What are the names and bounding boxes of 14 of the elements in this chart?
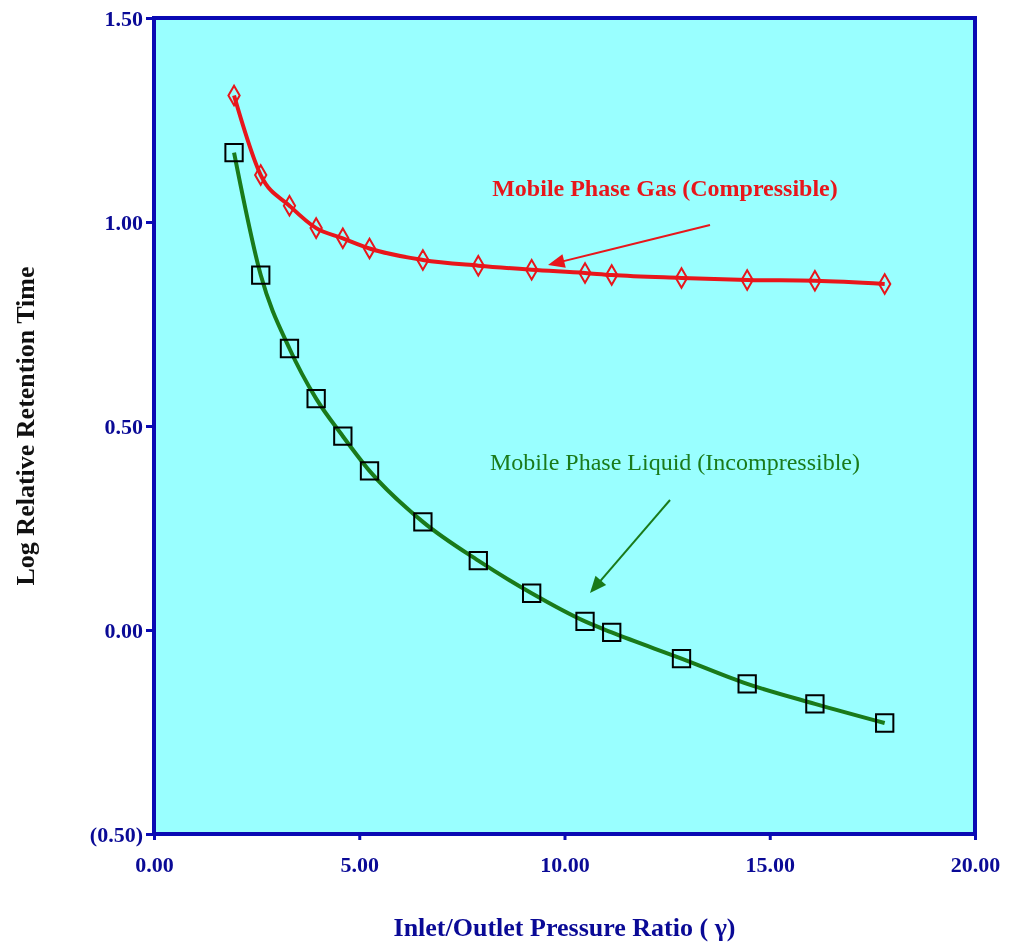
x-tick-label: 5.00: [340, 851, 379, 877]
y-tick-label: 1.50: [104, 5, 143, 31]
x-tick-label: 15.00: [745, 851, 795, 877]
text: Mobile Phase Gas (Compressible): [492, 175, 838, 201]
y-axis-title: Log Relative Retention Time: [11, 266, 40, 586]
x-tick-label: 0.00: [135, 851, 174, 877]
y-tick-label: (0.50): [89, 821, 143, 847]
x-axis-title: Inlet/Outlet Pressure Ratio ( γ): [393, 913, 736, 942]
x-tick-label: 20.00: [950, 851, 1001, 877]
y-tick-label: 0.00: [104, 617, 143, 643]
x-tick-label: 10.00: [540, 851, 590, 877]
y-tick-label: 1.00: [104, 209, 143, 235]
text: Mobile Phase Liquid (Incompressible): [490, 449, 860, 475]
y-tick-label: 0.50: [104, 413, 143, 439]
